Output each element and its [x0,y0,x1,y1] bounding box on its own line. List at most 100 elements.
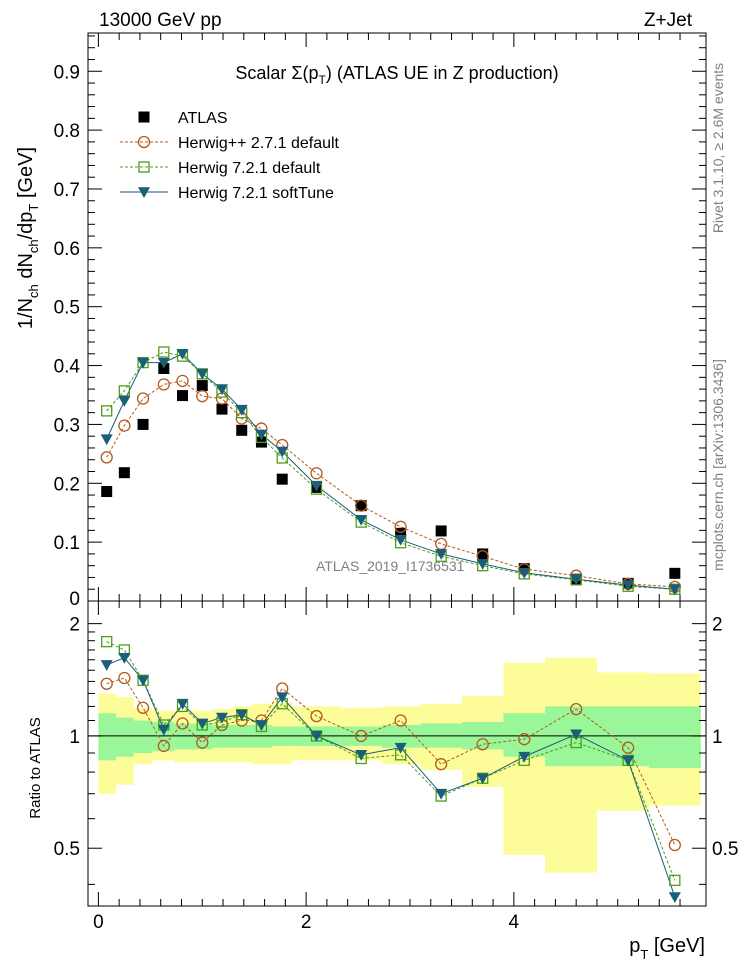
herwig-2-7-1-default-point [157,378,170,391]
atlas-point [118,467,130,479]
herwig-7-2-1-softtune-point [255,429,268,441]
x-tick-label: 4 [509,912,520,933]
inner-band-bin [503,713,546,757]
atlas-point [355,500,367,512]
upper-y-tick-label: 0.4 [54,357,81,378]
herwig-7-2-1-softtune-ratio-point [215,712,228,724]
herwig-7-2-1-softtune-ratio-point [176,698,189,710]
inner-band-bin [133,720,153,753]
lower-y-tick-label: 0.5 [54,839,80,860]
herwig-7-2-1-softtune-ratio-point [196,718,209,730]
herwig-2-7-1-default-point [196,390,209,403]
legend-label: Herwig 7.2.1 default [178,160,321,177]
herwig-7-2-1-softtune-ratio-point [622,755,635,767]
upper-y-tick-label: 0.6 [54,239,80,260]
inner-band-bin [98,713,117,761]
herwig-7-2-1-softtune-ratio-point [118,652,131,664]
herwig-7-2-1-softtune-ratio-point [394,742,407,754]
lower-plot-frame [87,600,707,907]
herwig-7-2-1-default-point [118,385,131,397]
herwig-2-7-1-default-ratio-point [434,758,448,771]
herwig-2-7-1-default-point [310,467,323,480]
herwig-7-2-1-softtune-ratio-point [668,892,681,903]
lower-y-tick-label-right: 0.5 [712,839,738,860]
upper-y-tick-label: 0.1 [54,533,80,554]
herwig-2-7-1-default-point [394,520,407,533]
herwig-7-2-1-softtune-ratio-point [570,729,583,741]
atlas-point [196,380,208,392]
herwig-7-2-1-softtune-ratio-point [100,660,113,671]
herwig-7-2-1-softtune-point [118,396,131,407]
herwig-2-7-1-default-ratio-line [106,677,676,846]
lower-y-tick-label: 2 [69,615,80,636]
herwig-2-7-1-default-ratio-point [476,738,489,751]
herwig-7-2-1-softtune-point [310,480,323,492]
herwig-2-7-1-default-point [100,451,113,464]
energy-label: 13000 GeV pp [99,10,222,31]
chart-title: Scalar Σ(pT) (ATLAS UE in Z production) [235,63,558,87]
legend: ATLAS Herwig++ 2.7.1 default Herwig 7.2.1 … [120,110,340,202]
herwig-7-2-1-softtune-point [235,404,248,416]
herwig-7-2-1-softtune-ratio-point [518,751,531,763]
herwig-2-7-1-default-ratio-point [518,733,531,746]
herwig-2-7-1-default-point [118,419,131,432]
upper-y-zero-label: 0 [69,589,80,610]
herwig-7-2-1-softtune-point [622,580,635,592]
herwig-7-2-1-softtune-ratio-point [235,709,248,721]
atlas-point [669,567,681,579]
herwig-7-2-1-default-line [106,351,675,590]
herwig-7-2-1-default-ratio-point [101,635,113,648]
herwig-7-2-1-softtune-ratio-point [157,724,170,736]
herwig-7-2-1-softtune-point [394,534,407,546]
legend-marker-atlas [138,111,150,123]
herwig-2-7-1-default-ratio-point [310,709,323,723]
atlas-point [236,424,248,436]
legend-marker-herwig-7-2-1-default [138,161,150,173]
herwig-2-7-1-default-point [355,499,368,512]
legend-label: Herwig 7.2.1 softTune [178,185,334,202]
atlas-point [435,525,447,537]
upper-y-tick-label: 0.2 [54,474,80,495]
upper-y-tick-label: 0.5 [54,298,80,319]
x-tick-label: 2 [301,912,312,933]
x-tick-label: 0 [93,912,104,933]
herwig-7-2-1-softtune-ratio-point [255,720,268,731]
herwig-2-7-1-default-ratio-point [176,717,189,730]
herwig-2-7-1-default-point [136,392,150,405]
herwig-2-7-1-default-ratio-point [668,838,681,852]
lower-y-tick-label-right: 2 [712,615,723,636]
herwig-2-7-1-default-ratio-point [570,702,583,716]
inner-band-bin [174,723,192,750]
herwig-2-7-1-default-ratio-point [157,739,170,753]
inner-band-bin [648,706,701,769]
upper-y-tick-label: 0.7 [54,180,80,201]
herwig-2-7-1-default-ratio-point [196,736,209,749]
herwig-7-2-1-softtune-line [106,353,675,590]
lower-y-tick-label-right: 1 [712,727,723,748]
herwig-2-7-1-default-point [176,374,189,388]
atlas-point [276,473,288,485]
process-label: Z+Jet [644,10,693,31]
herwig-7-2-1-default-point [158,346,170,358]
atlas-point [137,418,149,430]
herwig-7-2-1-softtune-point [668,584,681,596]
herwig-7-2-1-softtune-point [518,567,531,579]
upper-y-tick-label: 0.8 [54,121,80,142]
atlas-point [395,527,407,539]
herwig-7-2-1-softtune-point [215,384,228,396]
inner-band-bin [116,717,134,757]
herwig-2-7-1-default-point [434,537,448,551]
herwig-2-7-1-default-ratio-point [355,729,368,743]
herwig-2-7-1-default-line [106,380,675,588]
herwig-2-7-1-default-ratio-point [100,677,113,690]
rivet-version-label: Rivet 3.1.10, ≥ 2.6M events [710,63,726,233]
herwig-7-2-1-softtune-point [176,348,189,360]
atlas-point [216,403,228,415]
herwig-2-7-1-default-ratio-point [276,682,289,695]
atlas-point [477,548,489,560]
herwig-7-2-1-softtune-point [276,446,289,458]
legend-label: Herwig++ 2.7.1 default [178,135,340,152]
herwig-7-2-1-softtune-point [570,574,583,586]
herwig-2-7-1-default-ratio-point [136,701,150,714]
